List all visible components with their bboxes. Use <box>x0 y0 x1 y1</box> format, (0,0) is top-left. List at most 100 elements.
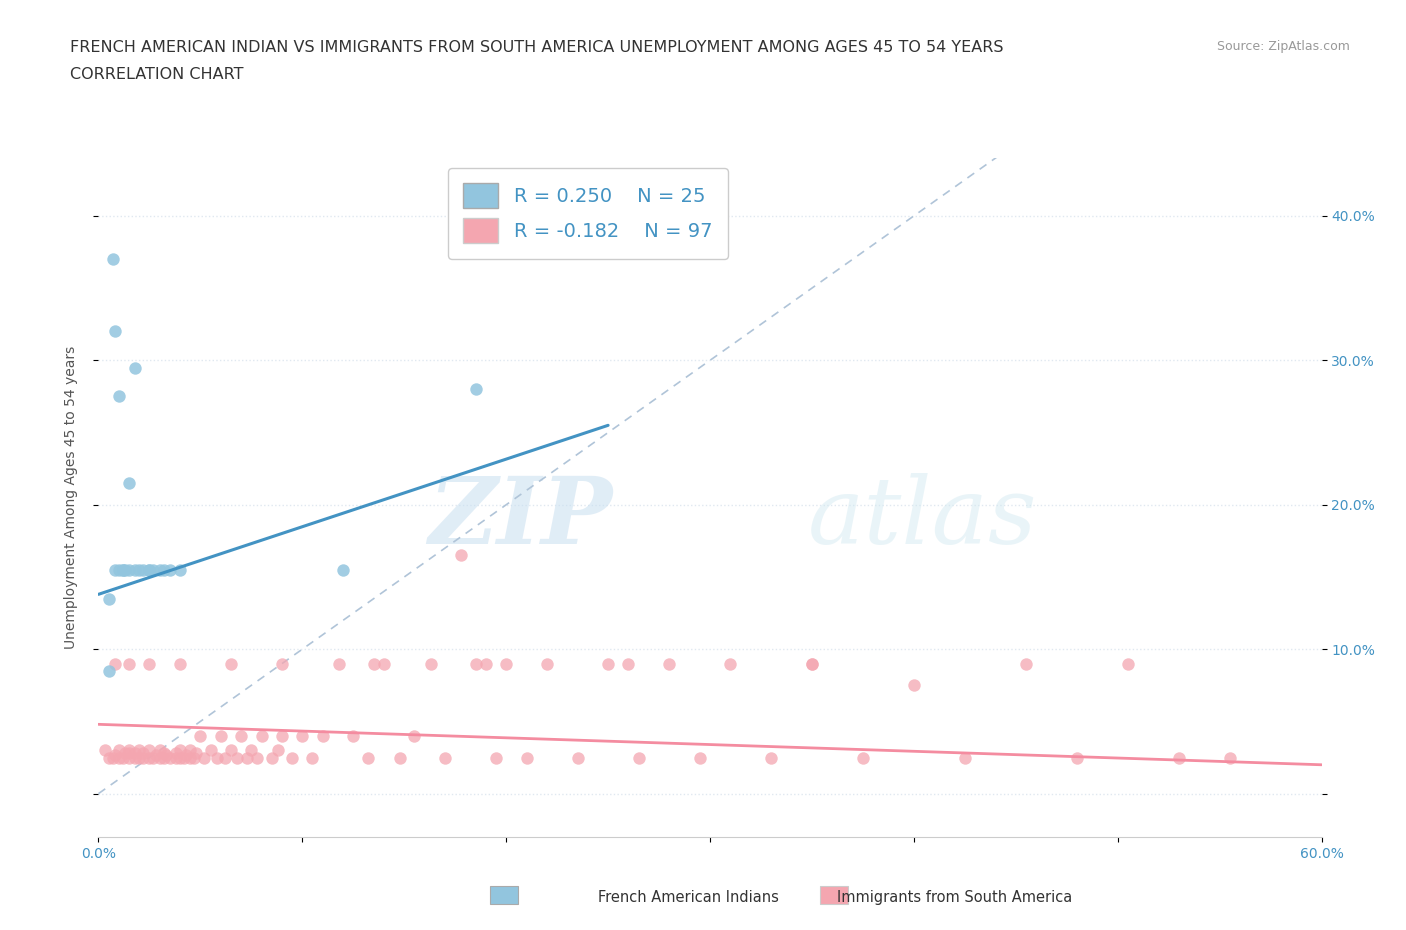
Point <box>617 657 640 671</box>
Point <box>1219 751 1241 765</box>
Point <box>219 743 242 758</box>
Point <box>801 657 824 671</box>
Point <box>720 657 742 671</box>
Point <box>101 751 124 765</box>
Point <box>270 657 294 671</box>
Point <box>149 743 172 758</box>
Point <box>240 743 263 758</box>
Y-axis label: Unemployment Among Ages 45 to 54 years: Unemployment Among Ages 45 to 54 years <box>63 346 77 649</box>
Point <box>165 751 187 765</box>
Point <box>108 751 131 765</box>
Point <box>118 475 141 490</box>
Point <box>328 657 350 671</box>
Point <box>246 751 269 765</box>
Text: Source: ZipAtlas.com: Source: ZipAtlas.com <box>1216 40 1350 53</box>
Point <box>363 657 385 671</box>
Point <box>104 324 127 339</box>
Text: atlas: atlas <box>808 473 1038 563</box>
Point <box>312 728 335 743</box>
Point <box>801 657 824 671</box>
Point <box>124 360 146 375</box>
Point <box>200 743 222 758</box>
Point <box>108 743 131 758</box>
Point <box>169 743 191 758</box>
Point <box>169 563 191 578</box>
Point <box>128 563 150 578</box>
Point <box>1015 657 1038 671</box>
Point <box>104 563 127 578</box>
Point <box>186 746 208 761</box>
Point <box>118 743 141 758</box>
Point <box>389 751 412 765</box>
Point <box>152 751 174 765</box>
Point <box>179 743 201 758</box>
Point <box>658 657 681 671</box>
Point <box>250 728 273 743</box>
Point <box>903 678 925 693</box>
Point <box>567 751 589 765</box>
Text: FRENCH AMERICAN INDIAN VS IMMIGRANTS FROM SOUTH AMERICA UNEMPLOYMENT AMONG AGES : FRENCH AMERICAN INDIAN VS IMMIGRANTS FRO… <box>70 40 1004 55</box>
Point <box>138 751 160 765</box>
Point <box>118 563 141 578</box>
Point <box>104 657 127 671</box>
Point <box>174 747 197 762</box>
Legend: R = 0.250    N = 25, R = -0.182    N = 97: R = 0.250 N = 25, R = -0.182 N = 97 <box>447 167 728 259</box>
Point <box>128 751 150 765</box>
Point <box>356 751 378 765</box>
Point <box>1116 657 1139 671</box>
Point <box>142 751 165 765</box>
Point <box>193 751 215 765</box>
Point <box>165 746 187 761</box>
Point <box>118 751 141 765</box>
Point <box>159 563 181 578</box>
Text: French American Indians: French American Indians <box>598 890 779 905</box>
Point <box>627 751 650 765</box>
Point <box>231 728 253 743</box>
Point <box>128 743 150 758</box>
Point <box>169 751 191 765</box>
Point <box>404 728 426 743</box>
Point <box>226 751 249 765</box>
Point <box>761 751 783 765</box>
Point <box>111 751 134 765</box>
Point <box>142 563 165 578</box>
Point <box>108 563 131 578</box>
Point <box>124 746 146 761</box>
Point <box>1167 751 1189 765</box>
Point <box>474 657 498 671</box>
Point <box>114 563 136 578</box>
Point <box>852 751 875 765</box>
Point <box>183 751 205 765</box>
Point <box>118 657 141 671</box>
Point <box>145 747 167 762</box>
Point <box>173 751 195 765</box>
Point <box>149 563 172 578</box>
Point <box>434 751 457 765</box>
Point <box>485 751 508 765</box>
Point <box>132 751 155 765</box>
Point <box>138 743 160 758</box>
Point <box>188 728 212 743</box>
Point <box>132 746 155 761</box>
Point <box>495 657 517 671</box>
Point <box>373 657 395 671</box>
Text: Immigrants from South America: Immigrants from South America <box>837 890 1071 905</box>
FancyBboxPatch shape <box>820 886 848 904</box>
Point <box>155 747 177 762</box>
Point <box>159 751 181 765</box>
Point <box>114 746 136 761</box>
Point <box>124 563 146 578</box>
Point <box>342 728 364 743</box>
Point <box>270 728 294 743</box>
Text: CORRELATION CHART: CORRELATION CHART <box>70 67 243 82</box>
Point <box>179 751 201 765</box>
Point <box>209 728 232 743</box>
Point <box>169 657 191 671</box>
Point <box>138 563 160 578</box>
Point <box>236 751 259 765</box>
Point <box>97 751 120 765</box>
Point <box>953 751 976 765</box>
Point <box>108 389 131 404</box>
Point <box>111 563 134 578</box>
Text: ZIP: ZIP <box>427 473 612 563</box>
